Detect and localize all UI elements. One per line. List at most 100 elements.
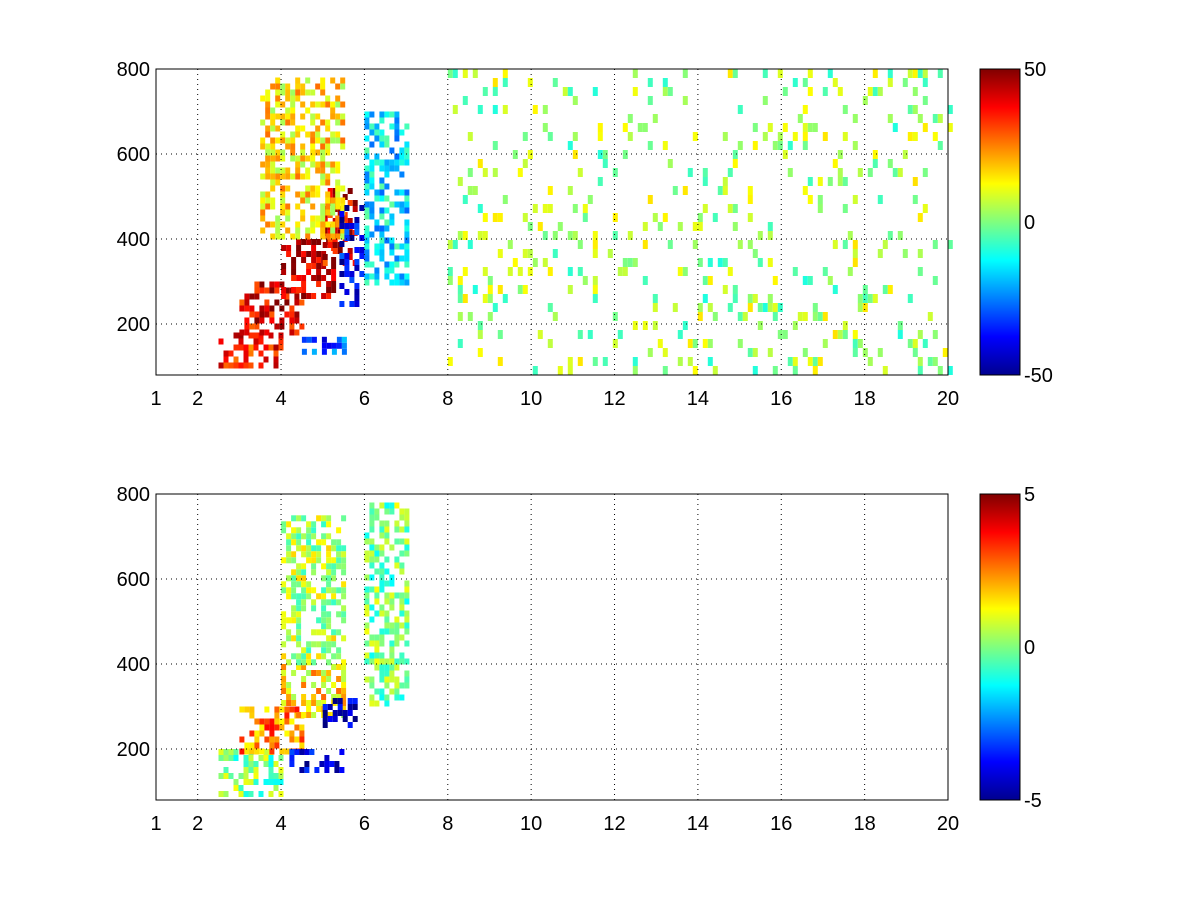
heatmap-cell	[270, 221, 276, 228]
heatmap-cell	[248, 332, 254, 339]
heatmap-cell	[223, 362, 229, 369]
heatmap-cell	[782, 123, 788, 132]
heatmap-cell	[296, 635, 302, 642]
heatmap-cell	[294, 317, 300, 324]
heatmap-cell	[827, 69, 833, 78]
heatmap-cell	[326, 269, 332, 275]
heatmap-cell	[404, 189, 410, 196]
heatmap-cell	[359, 247, 365, 253]
heatmap-cell	[285, 215, 291, 222]
heatmap-cell	[722, 132, 728, 141]
heatmap-cell	[306, 551, 312, 558]
heatmap-cell	[295, 173, 301, 180]
heatmap-cell	[311, 275, 317, 281]
heatmap-cell	[384, 700, 390, 707]
heatmap-cell	[305, 107, 311, 114]
heatmap-cell	[285, 227, 291, 234]
heatmap-cell	[330, 107, 336, 114]
heatmap-cell	[296, 239, 302, 245]
heatmap-cell	[285, 167, 291, 174]
heatmap-cell	[291, 569, 297, 576]
heatmap-cell	[335, 197, 341, 204]
heatmap-cell	[902, 150, 908, 159]
heatmap-cell	[394, 273, 400, 280]
heatmap-cell	[399, 514, 405, 521]
heatmap-cell	[374, 568, 380, 575]
heatmap-cell	[817, 177, 823, 186]
heatmap-cell	[404, 628, 410, 635]
heatmap-cell	[321, 599, 327, 606]
heatmap-cell	[320, 119, 326, 126]
heatmap-cell	[394, 658, 400, 665]
heatmap-cell	[842, 105, 848, 114]
heatmap-cell	[384, 532, 390, 539]
heatmap-cell	[512, 258, 518, 267]
heatmap-cell	[332, 242, 338, 248]
heatmap-cell	[341, 545, 347, 552]
heatmap-cell	[228, 749, 234, 755]
heatmap-cell	[310, 137, 316, 144]
heatmap-cell	[279, 706, 285, 713]
heatmap-cell	[341, 593, 347, 600]
heatmap-cell	[275, 167, 281, 174]
heatmap-cell	[336, 545, 342, 552]
heatmap-cell	[354, 229, 360, 235]
heatmap-cell	[832, 240, 838, 249]
heatmap-cell	[374, 249, 380, 256]
heatmap-cell	[399, 189, 405, 196]
heatmap-cell	[822, 267, 828, 276]
heatmap-cell	[269, 305, 275, 312]
heatmap-cell	[335, 131, 341, 138]
heatmap-cell	[291, 581, 297, 588]
heatmap-cell	[248, 344, 254, 351]
heatmap-cell	[223, 356, 229, 363]
heatmap-cell	[852, 330, 858, 339]
heatmap-cell	[290, 95, 296, 102]
heatmap-cell	[602, 159, 608, 168]
heatmap-cell	[326, 670, 332, 676]
heatmap-cell	[320, 209, 326, 216]
heatmap-cell	[281, 653, 287, 660]
heatmap-cell	[243, 791, 249, 797]
heatmap-cell	[369, 616, 375, 623]
heatmap-cell	[306, 587, 312, 594]
heatmap-cell	[517, 285, 523, 294]
heatmap-cell	[243, 344, 249, 351]
heatmap-cell	[647, 195, 653, 204]
heatmap-cell	[399, 592, 405, 599]
heatmap-cell	[306, 647, 312, 654]
heatmap-cell	[305, 227, 311, 234]
heatmap-cell	[281, 521, 287, 528]
heatmap-cell	[280, 155, 286, 162]
heatmap-cell	[399, 279, 405, 286]
heatmap-cell	[335, 203, 341, 210]
heatmap-cell	[912, 339, 918, 348]
heatmap-cell	[379, 129, 385, 136]
heatmap-cell	[349, 277, 355, 283]
heatmap-cell	[647, 96, 653, 105]
heatmap-cell	[527, 267, 533, 276]
heatmap-cell	[537, 330, 543, 339]
heatmap-cell	[294, 736, 300, 743]
heatmap-cell	[389, 622, 395, 629]
heatmap-cell	[379, 634, 385, 641]
heatmap-cell	[324, 767, 330, 773]
heatmap-cell	[732, 294, 738, 303]
heatmap-cell	[389, 508, 395, 515]
heatmap-cell	[244, 748, 250, 755]
heatmap-cell	[275, 125, 281, 132]
heatmap-cell	[260, 119, 266, 126]
heatmap-cell	[260, 209, 266, 216]
heatmap-cell	[301, 563, 307, 570]
heatmap-cell	[922, 78, 928, 87]
heatmap-cell	[320, 227, 326, 234]
y-tick-label: 200	[117, 739, 150, 761]
heatmap-cell	[757, 231, 763, 240]
heatmap-cell	[265, 149, 271, 156]
heatmap-cell	[592, 357, 598, 366]
heatmap-cell	[304, 761, 310, 767]
heatmap-cell	[364, 165, 370, 172]
heatmap-cell	[404, 670, 410, 677]
heatmap-cell	[384, 556, 390, 563]
heatmap-cell	[301, 575, 307, 582]
